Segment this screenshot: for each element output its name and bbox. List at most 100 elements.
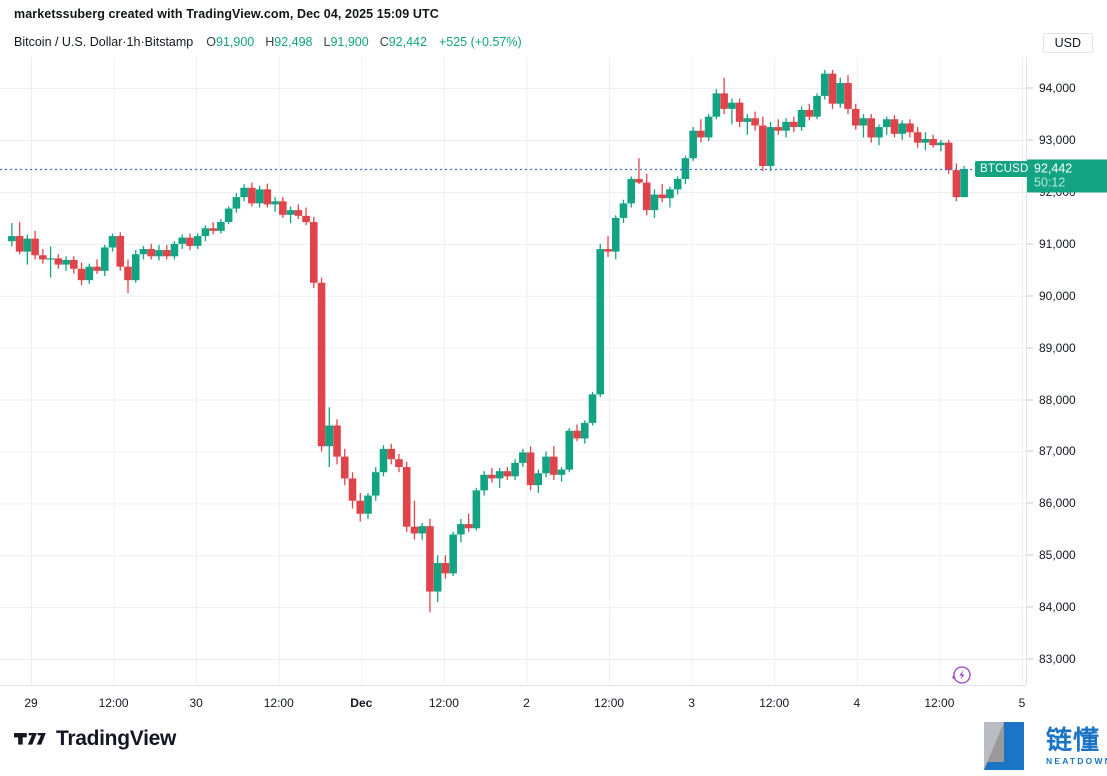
candle-body	[201, 228, 210, 237]
candle-body	[371, 472, 380, 496]
candle-body	[557, 469, 566, 475]
candle-body	[944, 142, 953, 171]
candle-body	[766, 127, 775, 166]
candle-body	[921, 139, 930, 143]
lightning-event-icon[interactable]	[947, 663, 973, 689]
candle-body	[139, 249, 148, 255]
candle-body	[108, 236, 117, 248]
candle-body	[263, 189, 272, 205]
candle-body	[340, 456, 349, 479]
candle-body	[906, 123, 914, 133]
candle-body	[790, 121, 798, 128]
watermark-domain-text: NEATDOWN.COM	[1046, 755, 1107, 766]
price-tick-dash	[1027, 139, 1033, 141]
candle-body	[573, 430, 581, 439]
candle-body	[929, 139, 937, 146]
price-tick-label: 93,000	[1039, 133, 1076, 148]
candle-body	[410, 526, 419, 534]
candle-body	[851, 108, 860, 126]
legend-symbol-name[interactable]: Bitcoin / U.S. Dollar	[14, 35, 123, 49]
candle-body	[294, 210, 303, 216]
candle-body	[666, 189, 674, 199]
legend-high: H 92,498	[265, 35, 312, 49]
time-axis[interactable]: 29 12:00 30 12:00 Dec 12:00 2 12:00 3 12:00 4 12:00…	[0, 685, 1026, 715]
candle-body	[279, 201, 287, 215]
candle-body	[511, 462, 519, 477]
time-tick-label: 3	[688, 696, 695, 710]
candle-body	[170, 243, 179, 257]
candle-body	[232, 197, 241, 209]
symbol-price-tag: BTCUSD	[975, 161, 1034, 177]
candle-body	[673, 178, 682, 190]
price-tick-label: 85,000	[1039, 548, 1076, 563]
candle-body	[356, 500, 365, 514]
candle-body	[488, 474, 496, 479]
legend-interval[interactable]: 1h	[126, 35, 141, 49]
candle-body	[650, 194, 659, 211]
candle-body	[39, 255, 47, 260]
candle-body	[100, 247, 109, 271]
candle-body	[178, 237, 186, 244]
time-tick-label: 29	[24, 696, 38, 710]
candle-body	[859, 118, 868, 126]
candle-body	[395, 459, 403, 468]
candle-body	[433, 563, 442, 592]
candle-body	[449, 534, 457, 574]
price-tick-dash	[1027, 658, 1033, 660]
price-axis[interactable]: 94,00093,00092,00091,00090,00089,00088,0…	[1026, 57, 1107, 685]
candle-body	[534, 473, 543, 486]
price-tick-label: 94,000	[1039, 81, 1076, 96]
price-tick-label: 89,000	[1039, 340, 1076, 355]
candle-body	[387, 448, 396, 460]
candle-body	[348, 478, 357, 501]
candle-body	[325, 425, 334, 447]
candle-body	[271, 201, 279, 205]
candle-body	[310, 222, 318, 283]
candle-body	[627, 178, 636, 204]
legend-open-label: O	[206, 35, 216, 49]
candle-body	[635, 178, 643, 183]
candle-body	[596, 249, 605, 395]
chart-plot-area[interactable]	[0, 57, 1026, 685]
candle-body	[124, 266, 132, 281]
candle-body	[155, 250, 163, 257]
time-tick-label: Dec	[350, 696, 373, 710]
candle-body	[813, 95, 821, 117]
price-tick-dash	[1027, 554, 1033, 556]
price-tick-label: 90,000	[1039, 288, 1076, 303]
candle-body	[797, 109, 806, 128]
candle-body	[46, 258, 55, 260]
candle-body	[224, 208, 233, 223]
legend-change: +525 (+0.57%)	[438, 35, 522, 49]
price-tick-label: 84,000	[1039, 600, 1076, 615]
legend-separator-2: ·	[140, 35, 145, 49]
candle-body	[743, 118, 752, 122]
candle-body	[720, 93, 728, 109]
candle-body	[619, 203, 628, 218]
candle-body	[728, 102, 736, 109]
legend-exchange[interactable]: Bitstamp	[144, 35, 194, 49]
footer: TradingView 链懂 NEATDOWN.COM	[0, 715, 1107, 776]
candle-body	[867, 118, 876, 138]
price-tick-dash	[1027, 450, 1033, 452]
horizontal-gridlines	[0, 88, 1026, 661]
legend-high-label: H	[265, 35, 275, 49]
price-tick-dash	[1027, 347, 1033, 349]
legend-low: L 91,900	[324, 35, 369, 49]
candle-body	[240, 187, 248, 198]
candle-body	[805, 109, 814, 117]
candle-body	[8, 236, 16, 242]
bar-countdown: 50:12	[1034, 175, 1066, 190]
time-tick-label: 12:00	[263, 696, 294, 710]
legend-close-value: 92,442	[388, 35, 427, 49]
candle-body	[286, 210, 295, 215]
candle-body	[418, 526, 426, 534]
tradingview-logo-text: TradingView	[56, 727, 177, 750]
candle-body	[712, 93, 721, 117]
currency-label[interactable]: USD	[1042, 33, 1093, 53]
tradingview-logo[interactable]: TradingView	[14, 727, 176, 751]
time-tick-label: 5	[1018, 696, 1026, 710]
candle-body	[611, 217, 620, 252]
current-price-badge: 92,442 50:12	[1027, 159, 1107, 193]
candle-body	[457, 524, 465, 535]
